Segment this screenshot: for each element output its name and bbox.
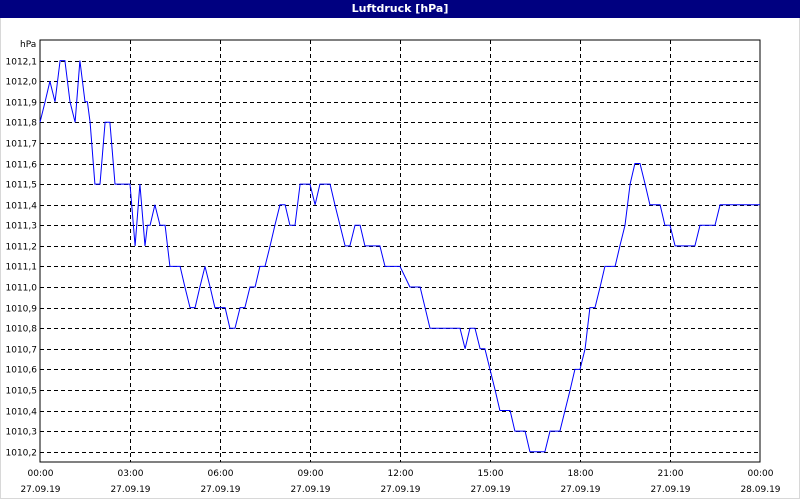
x-tick-time-label: 15:00 bbox=[478, 469, 504, 479]
x-tick-date-label: 27.09.19 bbox=[380, 485, 420, 495]
y-axis-ticks: 1010,2 1010,3 1010,4 1010,5 1010,6 1010,7 1010… bbox=[6, 58, 38, 459]
x-tick-time-label: 06:00 bbox=[208, 469, 234, 479]
chart-title: Luftdruck [hPa] bbox=[351, 2, 449, 15]
x-tick-date-label: 27.09.19 bbox=[200, 485, 240, 495]
y-tick-label: 1010,6 bbox=[6, 366, 38, 376]
y-tick-label: 1012,0 bbox=[6, 78, 38, 88]
series bbox=[39, 60, 760, 453]
x-tick-date-label: 27.09.19 bbox=[20, 485, 60, 495]
y-tick-label: 1011,8 bbox=[6, 119, 38, 129]
y-tick-label: 1011,7 bbox=[6, 140, 38, 150]
x-tick-date-label: 27.09.19 bbox=[110, 485, 150, 495]
y-tick-label: 1010,5 bbox=[6, 387, 38, 397]
x-tick-date-label: 27.09.19 bbox=[560, 485, 600, 495]
y-tick-label: 1011,9 bbox=[6, 99, 38, 109]
y-axis-unit-label: hPa bbox=[20, 40, 36, 50]
plot-area-border bbox=[39, 39, 761, 463]
y-tick-label: 1012,1 bbox=[6, 58, 38, 68]
x-tick-date-label: 27.09.19 bbox=[650, 485, 690, 495]
y-tick-label: 1011,1 bbox=[6, 263, 38, 273]
x-tick-time-label: 21:00 bbox=[658, 469, 684, 479]
x-tick-time-label: 00:00 bbox=[28, 469, 54, 479]
y-tick-label: 1010,9 bbox=[6, 305, 38, 315]
y-tick-label: 1010,7 bbox=[6, 346, 38, 356]
x-tick-date-label: 28.09.19 bbox=[740, 485, 780, 495]
y-tick-label: 1011,2 bbox=[6, 243, 38, 253]
y-tick-label: 1011,6 bbox=[6, 161, 38, 171]
x-tick-time-label: 03:00 bbox=[118, 469, 144, 479]
y-tick-label: 1011,0 bbox=[6, 284, 38, 294]
x-tick-date-label: 27.09.19 bbox=[290, 485, 330, 495]
x-tick-time-label: 00:00 bbox=[748, 469, 774, 479]
pressure-series-line bbox=[39, 60, 760, 453]
y-tick-label: 1010,8 bbox=[6, 325, 38, 335]
x-tick-date-label: 27.09.19 bbox=[470, 485, 510, 495]
x-tick-time-label: 18:00 bbox=[568, 469, 594, 479]
y-tick-label: 1011,3 bbox=[6, 222, 38, 232]
grid bbox=[40, 40, 760, 462]
x-tick-time-label: 09:00 bbox=[298, 469, 324, 479]
x-axis-ticks: 00:00 27.09.19 03:00 27.09.19 06:00 27.09.19 0… bbox=[20, 469, 780, 495]
y-tick-label: 1011,4 bbox=[6, 202, 38, 212]
y-tick-label: 1010,3 bbox=[6, 428, 38, 438]
chart-title-bar: Luftdruck [hPa] bbox=[0, 0, 800, 18]
x-tick-time-label: 12:00 bbox=[388, 469, 414, 479]
y-tick-label: 1011,5 bbox=[6, 181, 38, 191]
y-tick-label: 1010,4 bbox=[6, 408, 38, 418]
y-tick-label: 1010,2 bbox=[6, 449, 38, 459]
